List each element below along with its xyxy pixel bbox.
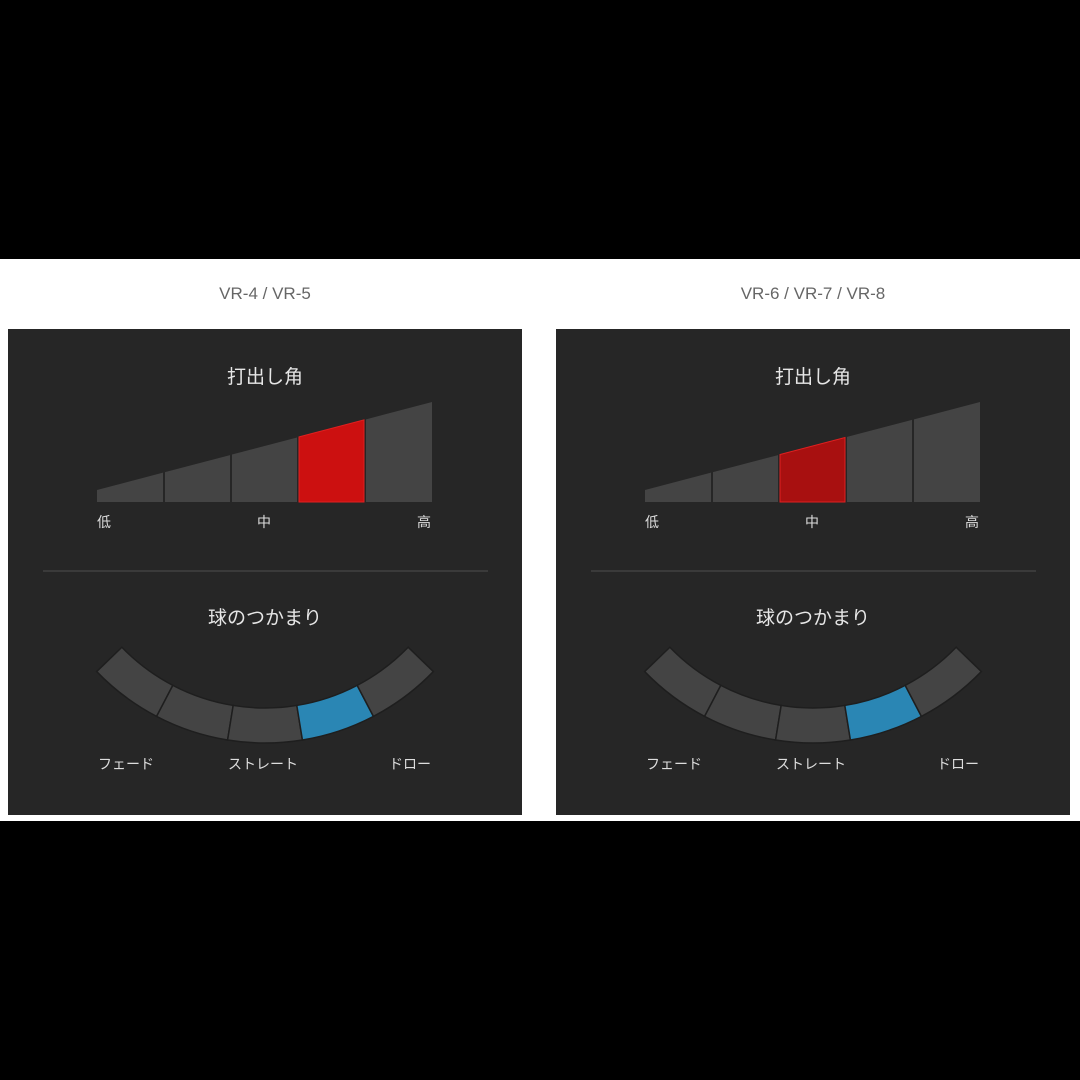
- launch-angle-title: 打出し角: [226, 366, 303, 388]
- divider: [43, 570, 488, 572]
- launch-segment: [232, 437, 297, 502]
- launch-label-high: 高: [417, 515, 431, 531]
- grip-segment: [703, 684, 783, 741]
- grip-segment: [226, 704, 304, 744]
- ball-grip-title: 球のつかまり: [755, 607, 870, 629]
- launch-segment: [165, 455, 230, 502]
- launch-segment: [713, 455, 778, 502]
- divider: [591, 570, 1036, 572]
- launch-segment: [847, 419, 912, 502]
- grip-segment: [356, 646, 435, 718]
- grip-label-draw: ドロー: [389, 757, 431, 773]
- launch-segment-selected: [779, 436, 846, 503]
- ball-grip-title: 球のつかまり: [207, 607, 322, 629]
- launch-label-low: 低: [645, 515, 659, 531]
- grip-label-fade: フェード: [98, 757, 154, 773]
- panel-graphics: [643, 402, 983, 744]
- launch-label-mid: 中: [257, 515, 271, 531]
- launch-segment: [366, 402, 432, 502]
- model-label-right: VR-6 / VR-7 / VR-8: [740, 284, 886, 303]
- launch-segment: [914, 402, 980, 502]
- launch-segment: [645, 472, 711, 502]
- launch-angle-title: 打出し角: [774, 366, 851, 388]
- grip-label-straight: ストレート: [228, 757, 298, 773]
- grip-label-draw: ドロー: [937, 757, 979, 773]
- launch-label-high: 高: [965, 515, 979, 531]
- launch-segment-selected: [298, 419, 365, 503]
- grip-segment: [155, 684, 235, 741]
- model-label-left: VR-4 / VR-5: [219, 284, 311, 303]
- grip-label-fade: フェード: [646, 757, 702, 773]
- launch-segment: [97, 472, 163, 502]
- grip-segment: [904, 646, 983, 718]
- grip-label-straight: ストレート: [776, 757, 846, 773]
- panel-graphics: [95, 402, 435, 744]
- grip-segment: [774, 704, 852, 744]
- panel-vr4-vr5: 打出し角 低 中 高 球のつかまり フェード ストレート ドロー: [8, 329, 522, 815]
- launch-label-mid: 中: [805, 515, 819, 531]
- launch-label-low: 低: [97, 515, 111, 531]
- panel-vr6-vr7-vr8: 打出し角 低 中 高 球のつかまり フェード ストレート ドロー: [556, 329, 1070, 815]
